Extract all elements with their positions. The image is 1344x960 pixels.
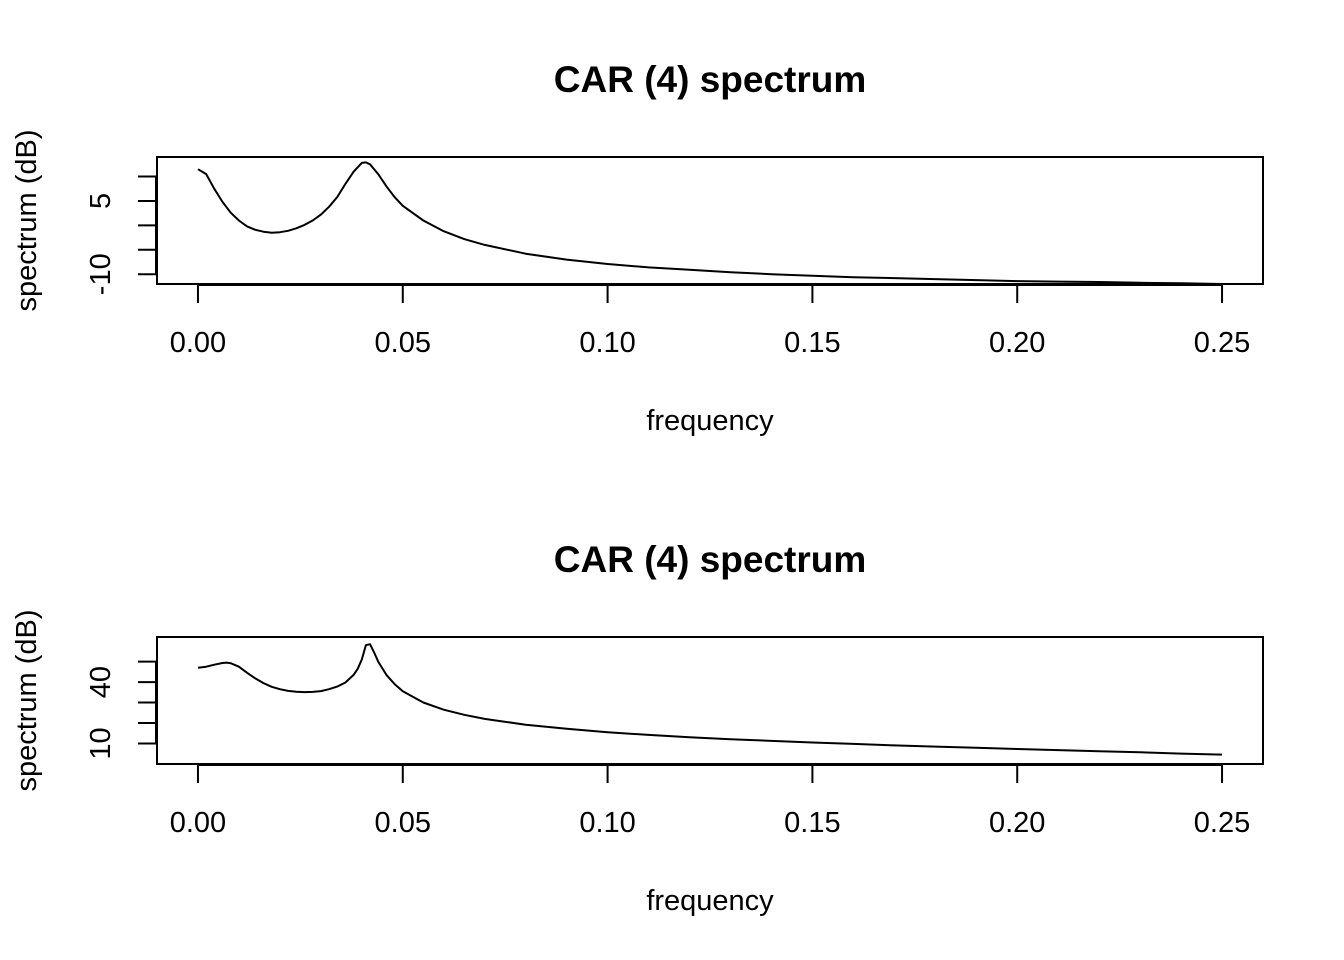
chart-title: CAR (4) spectrum — [554, 539, 867, 580]
x-tick-label: 0.25 — [1194, 807, 1250, 839]
chart-panel-bottom: CAR (4) spectrum 0.00 0.05 0.10 0.15 0.20 0.25… — [11, 539, 1264, 917]
y-tick-label: 40 — [85, 666, 117, 698]
y-tick-label: 5 — [85, 193, 117, 209]
spectrum-line — [197, 161, 1223, 285]
y-axis-label: spectrum (dB) — [11, 609, 43, 791]
x-tick-label: 0.05 — [375, 327, 431, 359]
x-tick-label: 0.05 — [375, 807, 431, 839]
x-tick-label: 0.00 — [170, 807, 226, 839]
chart-panel-top: CAR (4) spectrum 0.00 0.05 0.10 0.15 0.20 0.25… — [11, 59, 1264, 437]
x-tick-label: 0.20 — [989, 807, 1045, 839]
x-tick-label: 0.10 — [579, 807, 635, 839]
x-tick-label: 0.00 — [170, 327, 226, 359]
plot-frame — [156, 636, 1264, 765]
x-tick-label: 0.15 — [784, 327, 840, 359]
y-tick-label: 10 — [85, 727, 117, 759]
plot-frame — [156, 156, 1264, 285]
x-tick-label: 0.15 — [784, 807, 840, 839]
x-tick-label: 0.25 — [1194, 327, 1250, 359]
x-axis-label: frequency — [646, 885, 774, 917]
x-axis-label: frequency — [646, 405, 774, 437]
x-tick-label: 0.10 — [579, 327, 635, 359]
x-tick-label: 0.20 — [989, 327, 1045, 359]
spectrum-line — [197, 643, 1223, 756]
chart-title: CAR (4) spectrum — [554, 59, 867, 100]
y-tick-label: -10 — [85, 253, 117, 295]
y-axis-label: spectrum (dB) — [11, 129, 43, 311]
